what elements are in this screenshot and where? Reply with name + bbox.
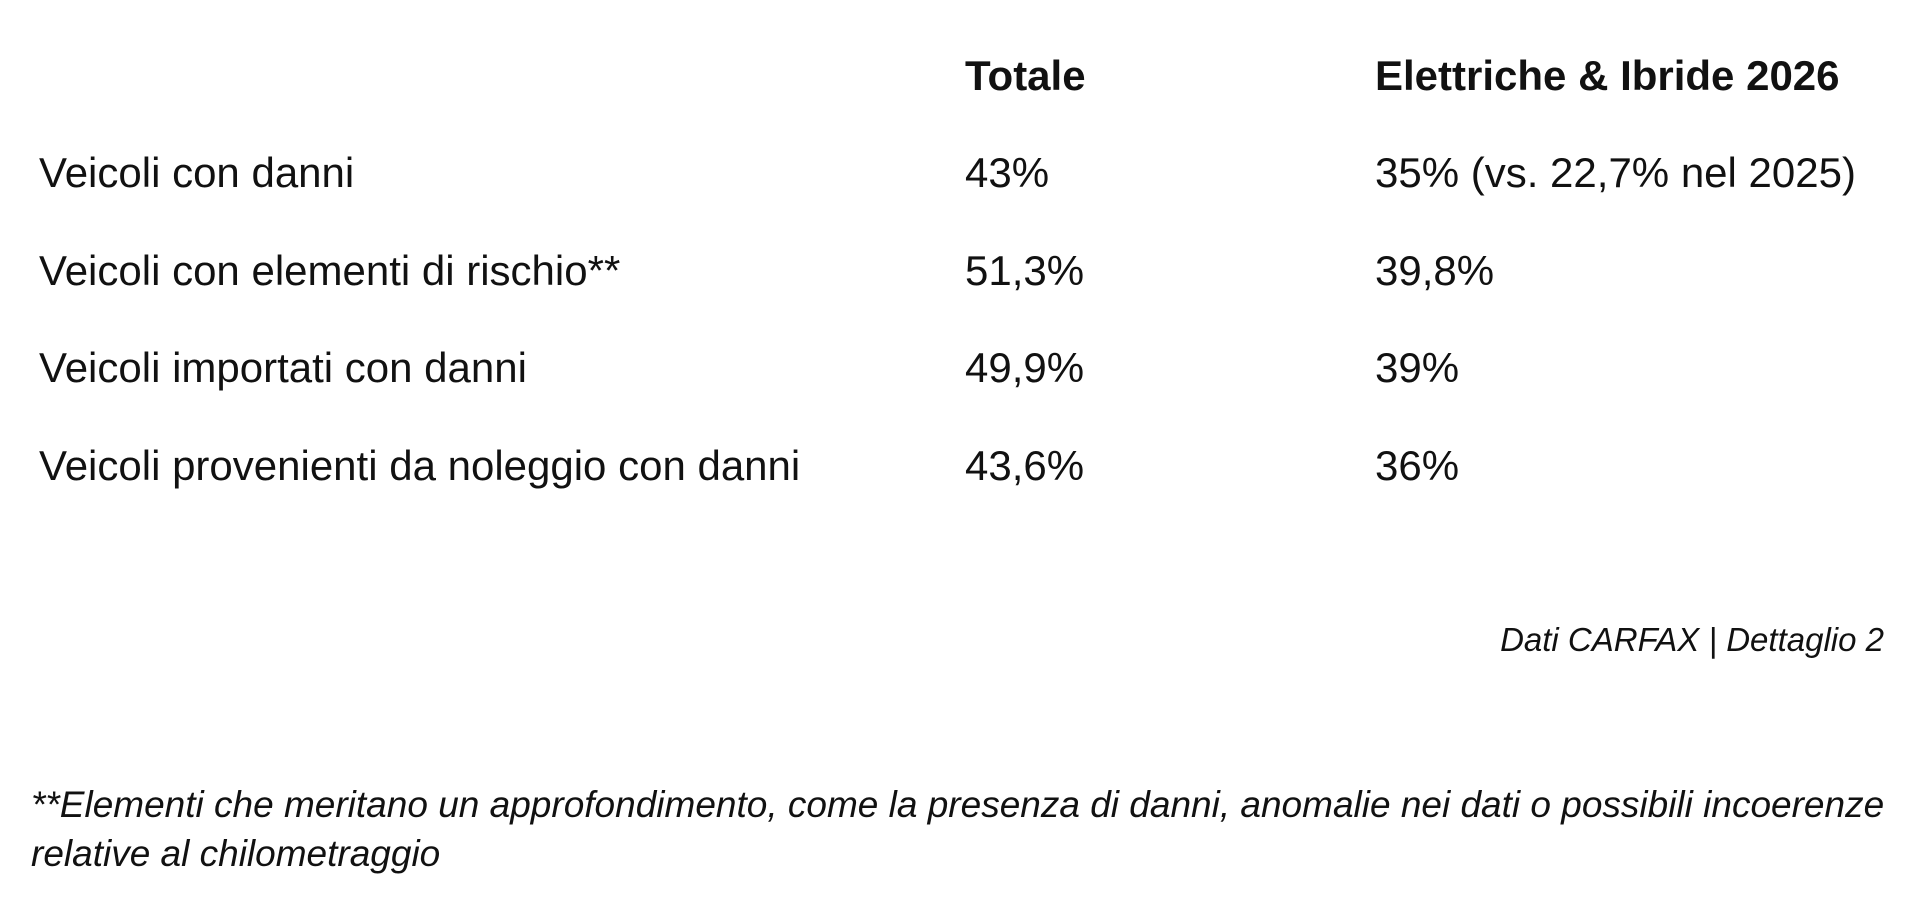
- total-value: 51,3%: [965, 246, 1085, 294]
- source: Dati CARFAX | Dettaglio 2: [1500, 621, 1884, 658]
- row-label: Veicoli provenienti da noleggio con dann…: [39, 441, 801, 489]
- ev-value: 39,8%: [1375, 246, 1495, 294]
- row-label: Veicoli con danni: [39, 149, 355, 196]
- total-value: 49,9%: [965, 344, 1085, 391]
- ev-value: 36%: [1375, 441, 1460, 489]
- row-label: Veicoli con elementi di rischio**: [39, 246, 621, 294]
- total-value: 43,6%: [965, 441, 1085, 489]
- ev-value: 35% (vs. 22,7% nel 2025): [1375, 149, 1856, 196]
- column-header: Totale: [965, 52, 1086, 99]
- total-value: 43%: [965, 149, 1050, 196]
- footnote: **Elementi che meritano un approfondimen…: [31, 784, 1885, 874]
- column-header: Elettriche & Ibride 2026: [1375, 52, 1840, 99]
- ev-value: 39%: [1375, 344, 1460, 391]
- row-label: Veicoli importati con danni: [39, 344, 527, 391]
